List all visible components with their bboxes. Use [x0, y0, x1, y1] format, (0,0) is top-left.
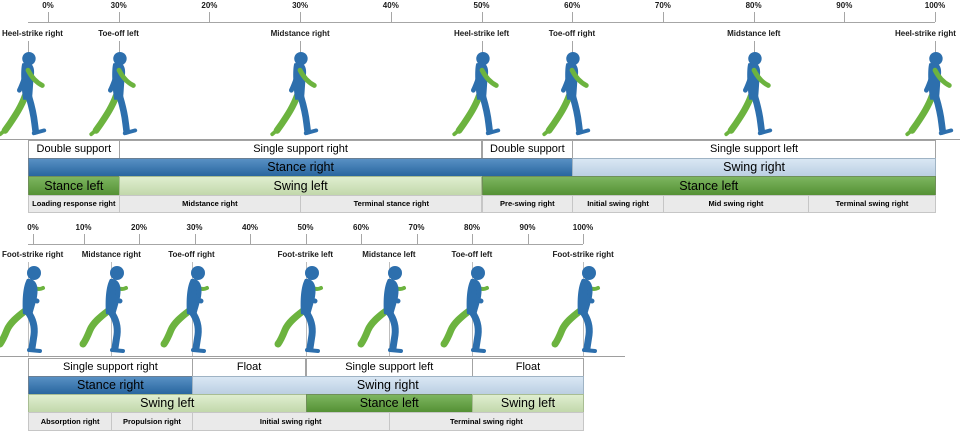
walking-axis-tick	[118, 12, 120, 22]
walking-event-label: Toe-off left	[98, 29, 139, 38]
running-axis-tick	[472, 234, 473, 244]
walking-axis-label: 50%	[473, 1, 490, 10]
running-axis-tick	[194, 234, 196, 244]
running-axis-label: 90%	[519, 223, 536, 232]
runner-figure	[442, 264, 502, 356]
walking-axis-label: 70%	[654, 1, 671, 10]
walking-ground-line	[0, 139, 960, 140]
running-axis-tick	[361, 234, 362, 244]
walking-axis-label: 30%	[292, 1, 309, 10]
running-right-leg-cell: Stance right	[28, 376, 193, 395]
walking-event-tick	[300, 41, 302, 54]
walking-axis-tick	[844, 12, 846, 22]
walking-axis-line	[28, 22, 935, 23]
running-axis-tick	[583, 234, 584, 244]
walking-axis-label: 80%	[745, 1, 762, 10]
walking-event-label: Heel-strike right	[895, 29, 956, 38]
runner-figure	[276, 264, 336, 356]
runner-figure	[162, 264, 222, 356]
walking-axis-tick	[572, 12, 574, 22]
running-axis-tick	[527, 234, 529, 244]
running-phases-cell: Propulsion right	[111, 412, 193, 431]
walking-axis-tick	[753, 12, 755, 22]
walking-event-label: Midstance left	[727, 29, 781, 38]
running-axis-tick	[33, 234, 34, 244]
running-support-cell: Float	[472, 358, 584, 377]
running-support-cell: Single support left	[305, 358, 473, 377]
running-event-label: Toe-off left	[451, 250, 493, 259]
running-axis-label: 20%	[130, 223, 148, 232]
running-phases-cell: Initial swing right	[191, 412, 390, 431]
walking-axis-tick	[481, 12, 483, 22]
running-axis-tick	[139, 234, 140, 244]
running-event-label: Foot-strike left	[277, 250, 334, 259]
walking-phases-cell: Terminal swing right	[808, 195, 936, 213]
walking-phases-cell: Loading response right	[28, 195, 120, 213]
running-axis-tick	[305, 234, 307, 244]
running-axis-label: 10%	[75, 223, 92, 232]
runner-figure	[81, 264, 141, 356]
walking-event-tick	[118, 41, 120, 54]
walking-event-tick	[481, 41, 483, 54]
running-support-cell: Single support right	[28, 358, 193, 377]
running-phases-cell: Terminal swing right	[388, 412, 584, 431]
running-support-cell: Float	[191, 358, 307, 377]
running-axis-label: 0%	[27, 223, 39, 232]
running-left-leg-cell: Stance left	[305, 394, 473, 413]
walking-event-label: Midstance right	[270, 29, 330, 38]
running-left-leg-cell: Swing left	[472, 394, 584, 413]
runner-figure	[0, 264, 58, 356]
walking-axis-label: 30%	[110, 1, 127, 10]
walking-axis-label: 90%	[836, 1, 853, 10]
walking-left-leg-cell: Stance left	[28, 176, 120, 196]
runner-figure	[359, 264, 419, 356]
running-axis-label: 60%	[352, 223, 370, 232]
running-phases-cell: Absorption right	[28, 412, 113, 431]
running-event-label: Midstance right	[81, 250, 141, 259]
running-left-leg-cell: Swing left	[28, 394, 307, 413]
running-axis-line	[28, 244, 583, 245]
walking-axis-label: 100%	[924, 1, 946, 10]
running-ground-line	[0, 356, 625, 357]
walking-axis-label: 40%	[382, 1, 399, 10]
walking-axis-label: 60%	[564, 1, 581, 10]
walking-phases-cell: Mid swing right	[662, 195, 809, 213]
running-right-leg-cell: Swing right	[191, 376, 584, 395]
walking-axis-tick	[209, 12, 211, 22]
runner-figure	[553, 264, 613, 356]
running-axis-label: 100%	[572, 223, 594, 232]
walking-axis-label: 0%	[42, 1, 54, 10]
running-axis-tick	[83, 234, 85, 244]
running-event-label: Toe-off right	[168, 250, 215, 259]
walking-axis-label: 20%	[201, 1, 218, 10]
running-axis-label: 50%	[297, 223, 314, 232]
running-axis-label: 40%	[241, 223, 259, 232]
walking-event-label: Heel-strike right	[2, 29, 63, 38]
running-axis-tick	[250, 234, 251, 244]
running-axis-label: 70%	[408, 223, 425, 232]
walking-axis-tick	[48, 12, 49, 22]
running-axis-label: 80%	[463, 223, 481, 232]
running-axis-label: 30%	[186, 223, 203, 232]
walking-event-tick	[753, 41, 755, 54]
walking-left-leg-cell: Swing left	[118, 176, 483, 196]
walking-event-label: Heel-strike left	[454, 29, 510, 38]
walking-event-label: Toe-off right	[548, 29, 596, 38]
walking-axis-tick	[662, 12, 664, 22]
walking-axis-tick	[935, 12, 936, 22]
running-axis-tick	[416, 234, 418, 244]
walking-event-tick	[935, 41, 936, 54]
walking-axis-tick	[390, 12, 392, 22]
running-event-label: Midstance left	[362, 250, 416, 259]
walking-event-tick	[572, 41, 574, 54]
walking-axis-tick	[300, 12, 302, 22]
running-event-label: Foot-strike right	[2, 250, 64, 259]
walking-event-tick	[28, 41, 29, 54]
running-event-label: Foot-strike right	[552, 250, 614, 259]
